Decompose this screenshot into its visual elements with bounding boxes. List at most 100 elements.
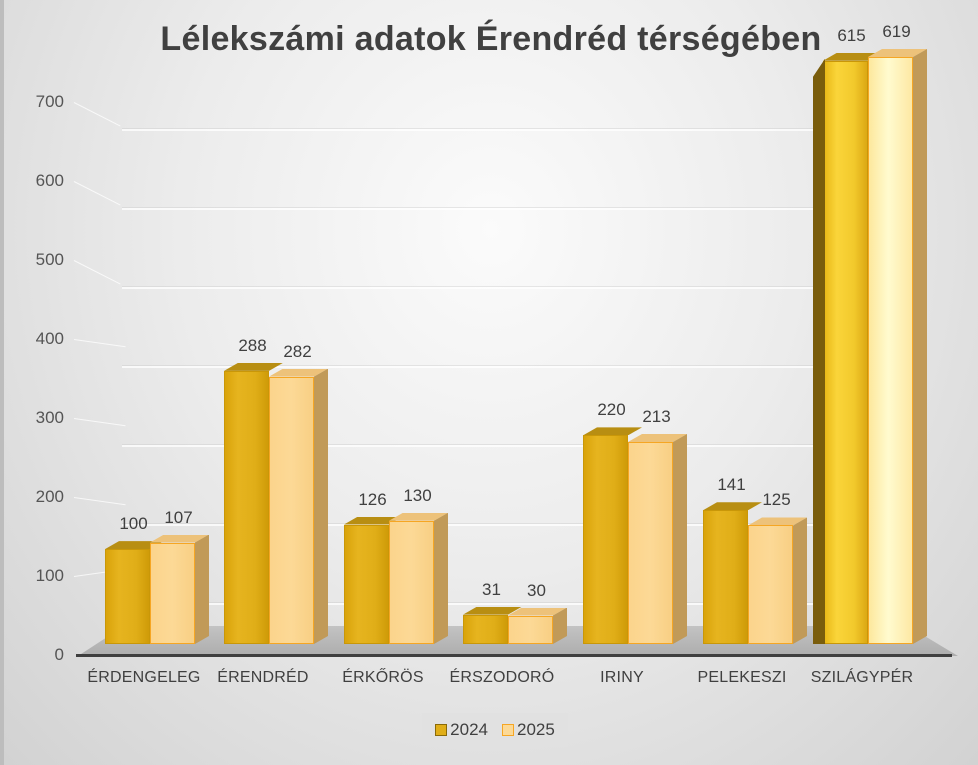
bar-side-face [553, 608, 567, 644]
legend-label: 2025 [517, 720, 555, 739]
bar-top-face [269, 368, 328, 377]
data-label: 141 [717, 475, 746, 495]
y-tick-label: 400 [35, 329, 64, 348]
data-label: 213 [642, 406, 671, 426]
bar-front-face [389, 520, 434, 644]
data-label: 125 [762, 490, 791, 510]
bar-top-face [150, 534, 209, 543]
gridline [122, 524, 918, 526]
bar-front-face [823, 60, 868, 644]
gridline [122, 129, 918, 131]
bar-side-face [793, 517, 807, 644]
x-tick-label: ÉRSZODORÓ [449, 669, 555, 686]
gridline [122, 208, 918, 210]
bar-front-face [150, 542, 195, 644]
bar-side-face [434, 513, 448, 644]
bar-top-face [823, 52, 882, 61]
bar-2025-6[interactable] [868, 48, 927, 644]
bar-2024-5[interactable] [703, 502, 762, 644]
bar-2024-6[interactable] [813, 52, 882, 644]
y-tick-label: 600 [35, 171, 64, 190]
bar-side-face [673, 434, 687, 644]
bar-top-face [508, 607, 567, 616]
y-tick-label: 100 [35, 566, 64, 585]
data-label: 100 [119, 514, 148, 534]
legend-swatch-2025-icon [502, 724, 514, 736]
chart-title: Lélekszámi adatok Érendréd térségében [160, 20, 822, 58]
bar-2025-2[interactable] [389, 512, 448, 644]
bar-front-face [703, 510, 748, 644]
bar-2025-1[interactable] [269, 368, 328, 644]
bar-front-face [344, 524, 389, 644]
bar-top-face [703, 502, 762, 511]
y-tick-label: 200 [35, 487, 64, 506]
y-tick-label: 0 [54, 645, 64, 664]
bar-top-face [463, 606, 522, 615]
x-tick-label: ÉRENDRÉD [217, 669, 309, 686]
bar-front-face [583, 435, 628, 644]
bar-2024-0[interactable] [105, 541, 164, 644]
bar-front-face [463, 614, 508, 644]
gridline-diagonal [73, 181, 121, 206]
bar-side-face [195, 535, 209, 644]
bar-2024-3[interactable] [463, 606, 522, 644]
bar-front-face [628, 441, 673, 644]
bar-2024-2[interactable] [344, 516, 403, 644]
x-tick-label: SZILÁGYPÉR [810, 669, 914, 686]
data-label: 288 [238, 335, 267, 355]
data-label: 615 [837, 25, 866, 45]
x-tick-label: PELEKESZI [697, 669, 787, 686]
x-tick-label: ÉRKŐRÖS [342, 669, 424, 686]
gridline-diagonal [73, 260, 121, 285]
data-label: 282 [283, 341, 312, 361]
bar-front-face [105, 549, 150, 644]
bar-side-face [314, 369, 328, 644]
bar-top-face [868, 48, 927, 57]
bar-side-face [813, 58, 825, 644]
bar-top-face [748, 517, 807, 526]
data-label: 107 [164, 507, 193, 527]
gridline-diagonal [73, 497, 126, 506]
bar-top-face [344, 516, 403, 525]
bar-front-face [508, 615, 553, 644]
x-tick-label: ÉRDENGELEG [87, 669, 201, 686]
data-label: 619 [882, 21, 911, 41]
gridline-diagonal [73, 418, 126, 427]
legend-item-2024[interactable]: 2024 [435, 720, 488, 740]
legend-label: 2024 [450, 720, 488, 739]
x-tick-label: IRINY [600, 669, 644, 686]
legend-swatch-2024-icon [435, 724, 448, 736]
bar-2025-0[interactable] [150, 534, 209, 644]
bar-front-face [224, 370, 269, 644]
y-tick-label: 500 [35, 250, 64, 269]
data-label: 30 [527, 580, 546, 600]
data-label: 130 [403, 485, 432, 505]
bar-front-face [748, 525, 793, 644]
bar-top-face [583, 427, 642, 436]
data-label: 220 [597, 400, 626, 420]
bar-top-face [105, 541, 164, 550]
bar-2025-5[interactable] [748, 517, 807, 644]
bar-2024-4[interactable] [583, 427, 642, 644]
bar-2024-1[interactable] [224, 362, 283, 644]
x-axis-line [76, 654, 952, 657]
bar-front-face [269, 376, 314, 644]
gridline [122, 445, 918, 447]
bar-side-face [913, 49, 927, 644]
legend-item-2025[interactable]: 2025 [502, 720, 555, 740]
data-label: 31 [482, 579, 501, 599]
bar-front-face [868, 56, 913, 644]
bar-top-face [389, 512, 448, 521]
data-label: 126 [358, 489, 387, 509]
bar-top-face [224, 362, 283, 371]
y-tick-label: 700 [35, 92, 64, 111]
y-tick-label: 300 [35, 408, 64, 427]
gridline-diagonal [73, 339, 126, 348]
bar-2025-4[interactable] [628, 433, 687, 644]
bar-2025-3[interactable] [508, 607, 567, 644]
gridline [122, 366, 918, 368]
legend: 2024 2025 [422, 713, 568, 747]
gridline [122, 287, 918, 289]
gridline [122, 603, 918, 605]
